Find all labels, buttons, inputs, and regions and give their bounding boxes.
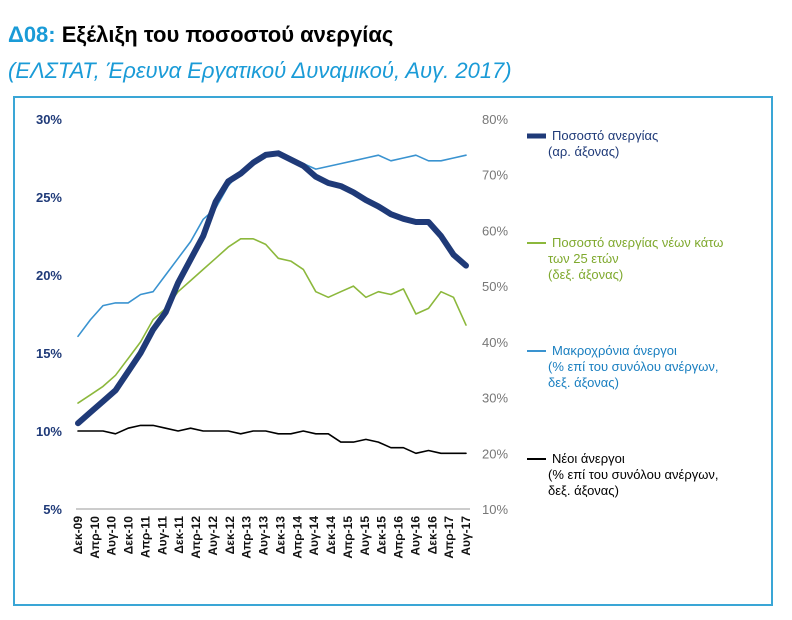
series-lines	[75, 150, 469, 455]
right-tick-label: 60%	[482, 223, 508, 238]
x-tick-label: Απρ-10	[88, 516, 102, 559]
legend-label: των 25 ετών	[548, 251, 619, 266]
chart-title-text: Εξέλιξη του ποσοστού ανεργίας	[61, 22, 394, 47]
legend-label: (% επί του συνόλου ανέργων,	[548, 467, 719, 482]
x-tick-label: Αυγ-15	[358, 516, 372, 556]
x-tick-label: Αυγ-16	[408, 516, 422, 556]
left-axis-ticks: 30% 25% 20% 15% 10% 5%	[36, 112, 62, 517]
x-tick-label: Δεκ-14	[324, 516, 338, 555]
right-axis-ticks: 80% 70% 60% 50% 40% 30% 20% 10%	[482, 112, 508, 517]
legend-label: (δεξ. άξονας)	[548, 267, 623, 282]
right-tick-label: 20%	[482, 446, 508, 461]
right-tick-label: 30%	[482, 391, 508, 406]
x-tick-label: Αυγ-10	[105, 516, 119, 556]
left-tick-label: 5%	[43, 502, 62, 517]
legend-label: δεξ. άξονας)	[548, 483, 619, 498]
chart-frame	[13, 96, 773, 606]
x-tick-label: Απρ-12	[189, 516, 203, 559]
x-tick-label: Αυγ-14	[307, 516, 321, 556]
x-tick-label: Δεκ-11	[172, 516, 186, 554]
chart-title: Δ08: Εξέλιξη του ποσοστού ανεργίας	[8, 22, 393, 48]
x-tick-label: Δεκ-15	[375, 516, 389, 555]
legend-label: Ποσοστό ανεργίας	[552, 128, 658, 143]
x-tick-label: Δεκ-12	[223, 516, 237, 555]
legend-label: Μακροχρόνια άνεργοι	[552, 343, 677, 358]
x-tick-label: Αυγ-11	[155, 516, 169, 555]
x-tick-label: Απρ-15	[341, 516, 355, 559]
left-tick-label: 25%	[36, 190, 62, 205]
x-tick-label: Δεκ-10	[122, 516, 136, 555]
x-tick-label: Απρ-13	[240, 516, 254, 559]
x-tick-label: Δεκ-16	[425, 516, 439, 555]
right-tick-label: 50%	[482, 279, 508, 294]
legend: Ποσοστό ανεργίας(αρ. άξονας) Ποσοστό ανερ…	[527, 128, 723, 498]
legend-label: Ποσοστό ανεργίας νέων κάτω	[552, 235, 723, 250]
x-tick-label: Δεκ-09	[71, 516, 85, 555]
x-tick-label: Απρ-17	[442, 516, 456, 559]
series-line-2	[77, 151, 467, 338]
left-tick-label: 20%	[36, 268, 62, 283]
left-tick-label: 10%	[36, 424, 62, 439]
right-tick-label: 40%	[482, 335, 508, 350]
legend-label: (% επί του συνόλου ανέργων,	[548, 359, 719, 374]
left-tick-label: 30%	[36, 112, 62, 127]
legend-label: Νέοι άνεργοι	[552, 451, 625, 466]
legend-label: δεξ. άξονας)	[548, 375, 619, 390]
series-line-1	[77, 238, 467, 404]
x-tick-label: Δεκ-13	[273, 516, 287, 555]
x-axis-ticks: Δεκ-09 Απρ-10 Αυγ-10 Δεκ-10 Απρ-11 Αυγ-11 Δεκ-…	[71, 516, 473, 559]
x-tick-label: Αυγ-12	[206, 516, 220, 556]
x-tick-label: Αυγ-17	[459, 516, 473, 556]
series-line-3	[77, 424, 467, 455]
right-tick-label: 80%	[482, 112, 508, 127]
right-tick-label: 10%	[482, 502, 508, 517]
x-tick-label: Απρ-11	[138, 516, 152, 558]
x-tick-label: Απρ-14	[290, 516, 304, 559]
legend-label: (αρ. άξονας)	[548, 144, 619, 159]
x-tick-label: Αυγ-13	[257, 516, 271, 556]
chart-subtitle: (ΕΛΣΤΑΤ, Έρευνα Εργατικού Δυναμικού, Αυγ…	[8, 58, 512, 83]
x-tick-label: Απρ-16	[392, 516, 406, 559]
right-tick-label: 70%	[482, 168, 508, 183]
series-line-0	[75, 150, 469, 427]
left-tick-label: 15%	[36, 346, 62, 361]
chart-code: Δ08:	[8, 22, 56, 47]
